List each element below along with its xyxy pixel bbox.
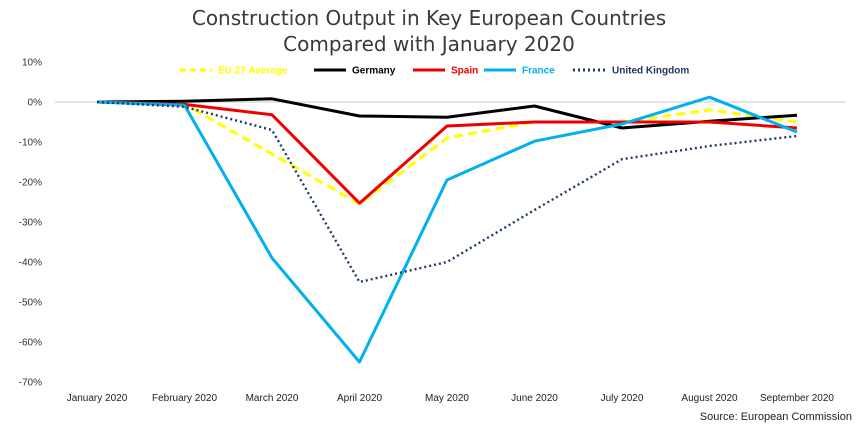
y-tick-label: -30%: [19, 218, 42, 229]
series-line-france: [96, 95, 798, 364]
y-tick-label: 10%: [22, 58, 42, 69]
x-tick-label: January 2020: [67, 393, 128, 404]
y-tick-label: -40%: [19, 258, 42, 269]
legend-label: France: [522, 66, 555, 77]
legend-label: United Kingdom: [612, 66, 689, 77]
y-tick-label: -50%: [19, 298, 42, 309]
chart-title-line-2: Compared with January 2020: [283, 32, 575, 56]
x-tick-label: May 2020: [425, 393, 469, 404]
x-tick-label: June 2020: [511, 393, 558, 404]
legend-label: Germany: [352, 66, 396, 77]
x-tick-label: March 2020: [246, 393, 299, 404]
series-line-united-kingdom: [96, 100, 798, 284]
y-tick-label: -60%: [19, 338, 42, 349]
x-tick-label: February 2020: [152, 393, 217, 404]
legend-label: EU 27 Average: [218, 66, 288, 77]
y-tick-label: -10%: [19, 138, 42, 149]
y-tick-label: -70%: [19, 378, 42, 389]
series-line-spain: [96, 100, 798, 205]
x-tick-label: April 2020: [337, 393, 382, 404]
series-line-eu-27-average: [96, 100, 798, 206]
legend-label: Spain: [451, 66, 478, 77]
source-note: Source: European Commission: [699, 411, 852, 423]
y-tick-label: 0%: [28, 98, 43, 109]
chart-title-line-1: Construction Output in Key European Coun…: [191, 6, 667, 30]
y-tick-label: -20%: [19, 178, 42, 189]
x-tick-label: September 2020: [760, 393, 834, 404]
x-tick-label: August 2020: [681, 393, 738, 404]
x-tick-label: July 2020: [601, 393, 644, 404]
